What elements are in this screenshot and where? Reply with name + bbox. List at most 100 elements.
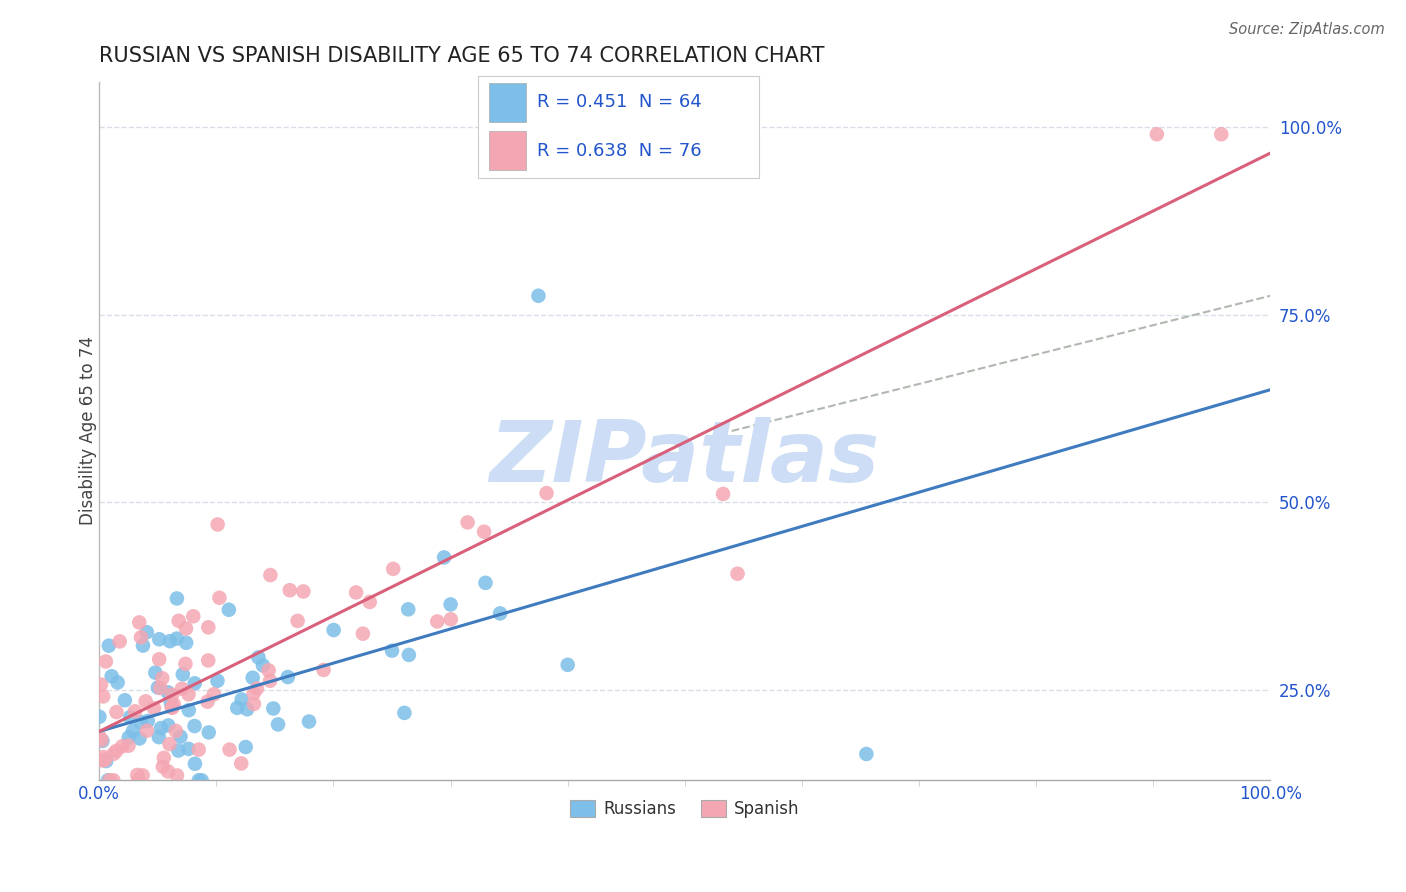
Point: [111, 739, 134, 754]
Point: [90, 677, 112, 691]
Point: [128, 731, 150, 746]
Point: [190, 773, 212, 788]
Point: [426, 615, 449, 629]
Point: [89, 710, 111, 724]
Point: [474, 575, 496, 590]
Point: [169, 730, 191, 744]
Point: [218, 742, 240, 756]
Point: [131, 768, 153, 782]
Point: [1146, 128, 1168, 142]
Point: [124, 704, 146, 718]
Point: [457, 516, 479, 530]
Point: [128, 615, 150, 630]
Point: [160, 688, 183, 702]
Bar: [489, 83, 526, 122]
Point: [122, 724, 145, 739]
Point: [91, 734, 114, 748]
Point: [172, 667, 194, 681]
Point: [89, 730, 111, 744]
Point: [148, 730, 170, 744]
Point: [231, 692, 253, 706]
Legend: Russians, Spanish: Russians, Spanish: [564, 793, 807, 824]
Point: [103, 747, 125, 761]
Bar: [489, 131, 526, 170]
Point: [143, 701, 166, 715]
Point: [359, 595, 381, 609]
Point: [136, 714, 159, 728]
Point: [97, 639, 120, 653]
Point: [162, 700, 184, 714]
Point: [156, 685, 179, 699]
Point: [207, 517, 229, 532]
Point: [177, 687, 200, 701]
Point: [257, 664, 280, 678]
Text: R = 0.638  N = 76: R = 0.638 N = 76: [537, 142, 702, 160]
Point: [394, 706, 416, 720]
Point: [150, 671, 173, 685]
Point: [440, 612, 463, 626]
Point: [711, 487, 734, 501]
Point: [107, 675, 129, 690]
Point: [242, 686, 264, 700]
Text: RUSSIAN VS SPANISH DISABILITY AGE 65 TO 74 CORRELATION CHART: RUSSIAN VS SPANISH DISABILITY AGE 65 TO …: [100, 46, 825, 66]
Point: [231, 756, 253, 771]
Point: [267, 717, 290, 731]
Point: [727, 566, 749, 581]
Point: [197, 620, 219, 634]
Point: [382, 562, 405, 576]
Point: [197, 725, 219, 739]
Point: [527, 289, 550, 303]
Point: [150, 721, 173, 735]
Point: [208, 591, 231, 605]
Point: [114, 693, 136, 707]
Point: [277, 670, 299, 684]
Point: [197, 653, 219, 667]
Point: [135, 625, 157, 640]
Point: [243, 697, 266, 711]
Point: [156, 764, 179, 779]
Point: [105, 705, 128, 719]
Point: [183, 719, 205, 733]
Text: Source: ZipAtlas.com: Source: ZipAtlas.com: [1229, 22, 1385, 37]
Point: [163, 698, 186, 712]
Point: [187, 773, 209, 788]
Point: [100, 669, 122, 683]
Point: [91, 753, 114, 767]
Point: [855, 747, 877, 761]
Point: [129, 714, 152, 729]
Point: [322, 623, 344, 637]
Point: [117, 739, 139, 753]
Point: [166, 591, 188, 606]
Point: [98, 773, 121, 788]
Point: [135, 694, 157, 708]
Point: [132, 639, 155, 653]
Point: [298, 714, 321, 729]
Point: [177, 703, 200, 717]
Point: [226, 701, 249, 715]
Point: [143, 665, 166, 680]
Point: [439, 598, 461, 612]
Point: [252, 658, 274, 673]
Point: [153, 751, 176, 765]
Text: R = 0.451  N = 64: R = 0.451 N = 64: [537, 94, 702, 112]
Point: [472, 524, 495, 539]
Point: [152, 760, 174, 774]
Text: ZIPatlas: ZIPatlas: [489, 417, 880, 500]
Point: [184, 756, 207, 771]
Point: [165, 723, 187, 738]
Point: [177, 742, 200, 756]
Point: [166, 768, 188, 782]
Point: [433, 550, 456, 565]
Point: [207, 673, 229, 688]
Point: [148, 652, 170, 666]
Point: [105, 744, 128, 758]
Point: [94, 753, 117, 767]
Point: [108, 634, 131, 648]
Point: [129, 630, 152, 644]
Point: [183, 676, 205, 690]
Y-axis label: Disability Age 65 to 74: Disability Age 65 to 74: [79, 336, 97, 525]
Point: [174, 622, 197, 636]
Point: [166, 632, 188, 646]
Point: [120, 710, 142, 724]
Point: [127, 773, 149, 788]
